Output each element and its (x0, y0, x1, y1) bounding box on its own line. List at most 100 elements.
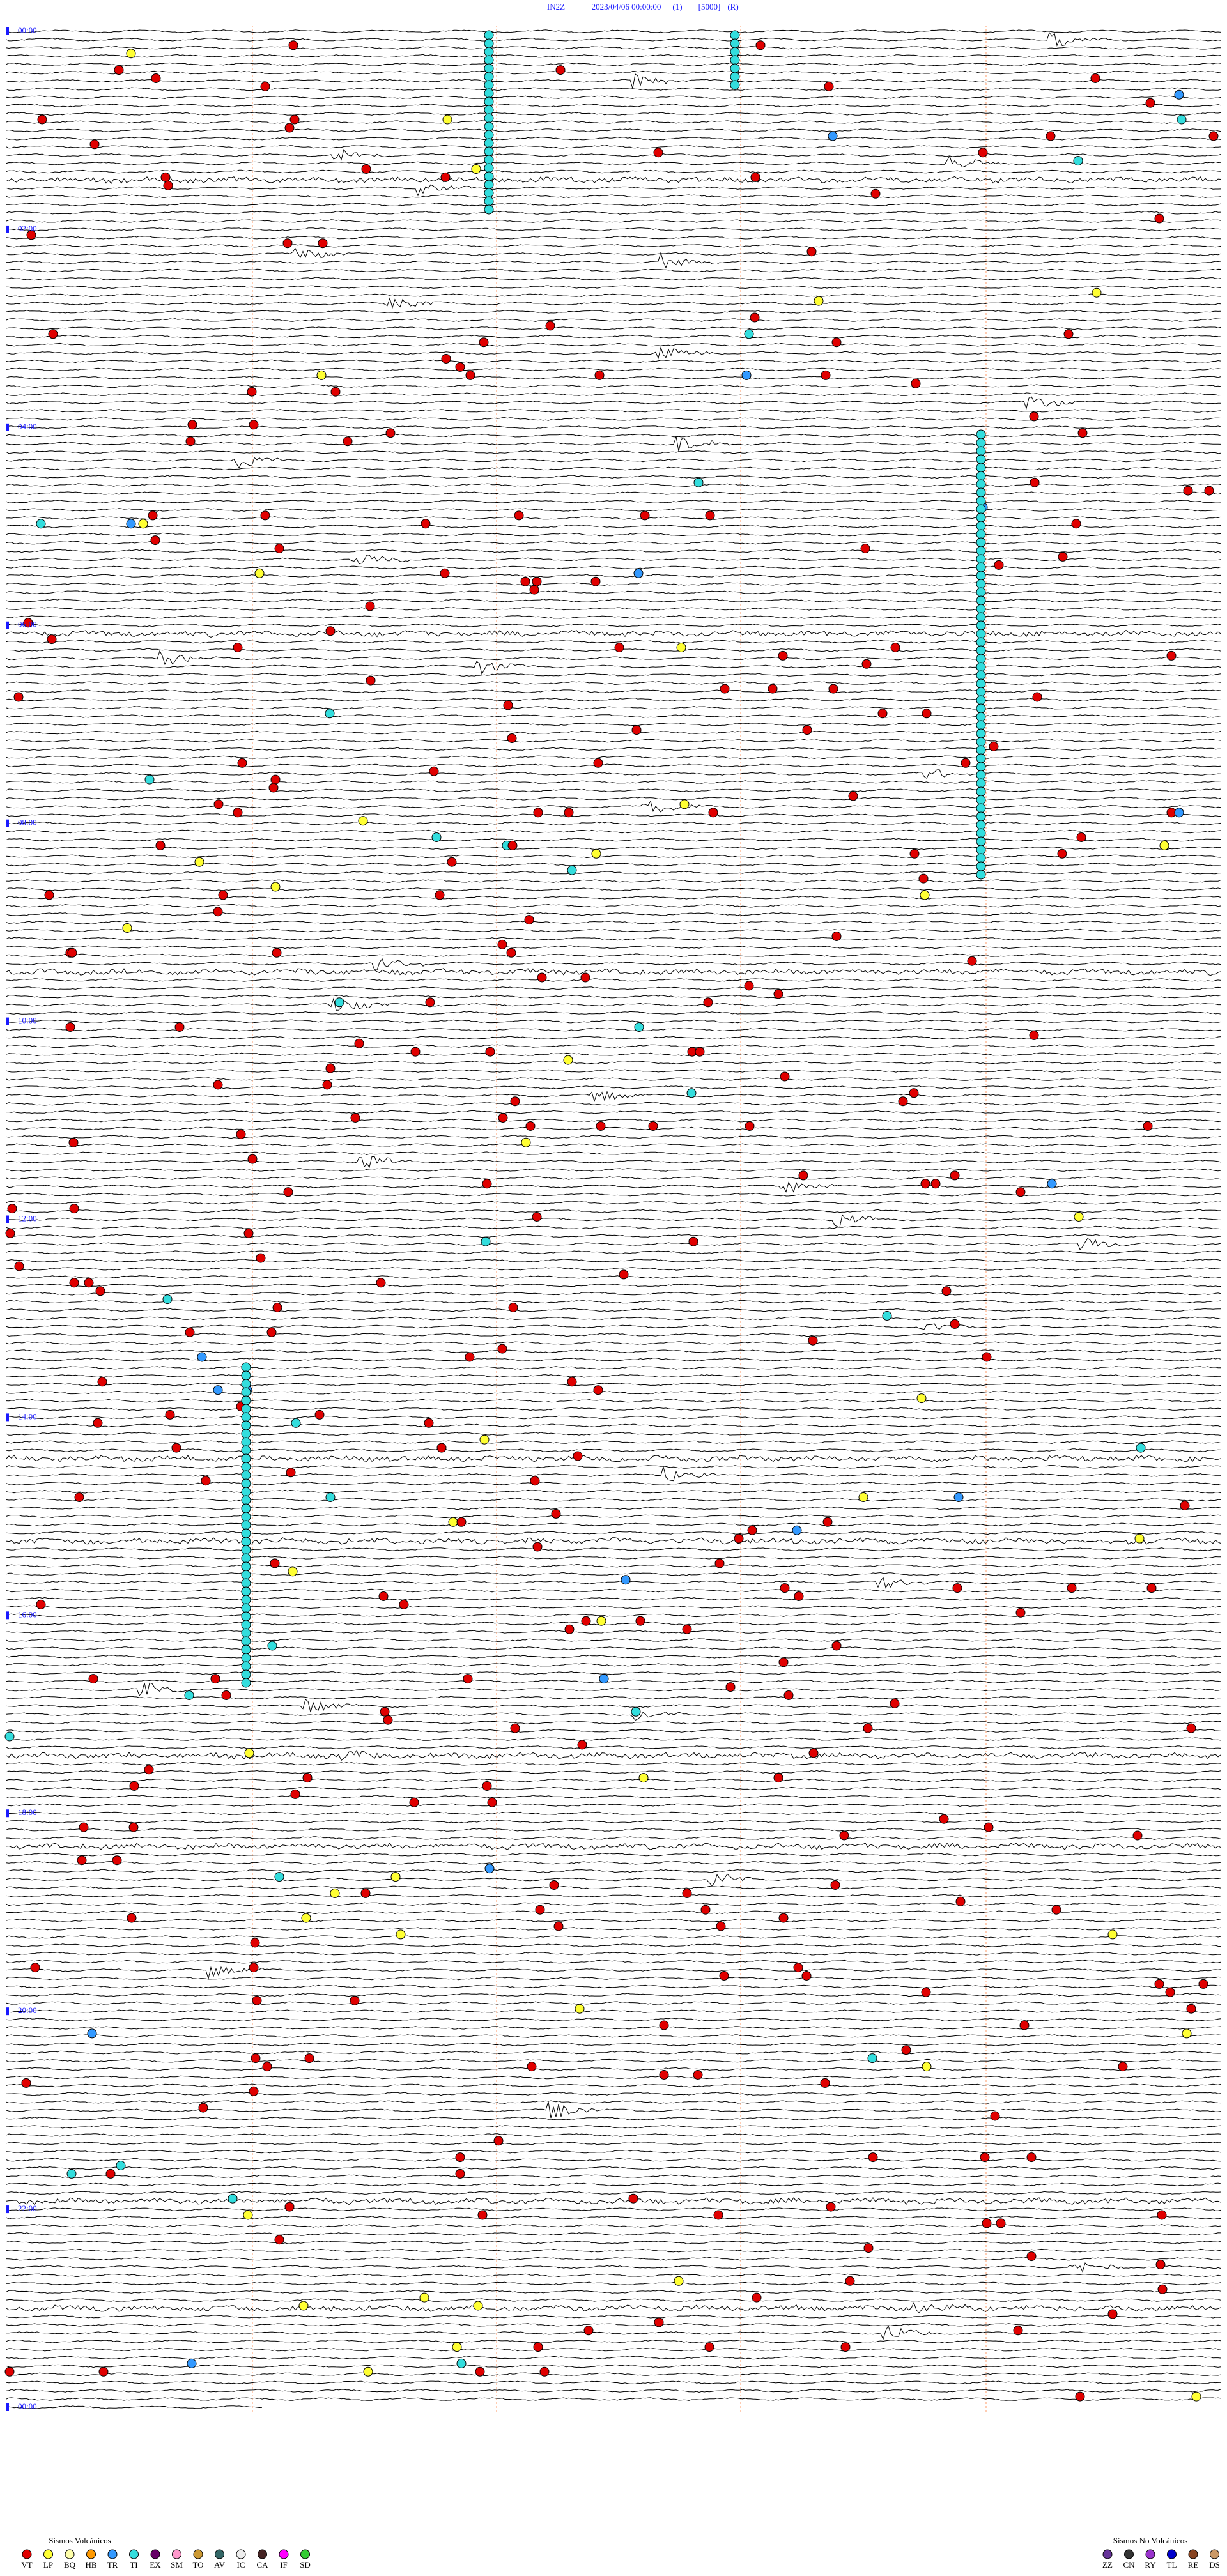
event-marker (976, 595, 986, 606)
trace (6, 1209, 1221, 1213)
event-marker (976, 529, 986, 539)
event-marker (250, 1938, 260, 1948)
event-marker (1013, 2326, 1023, 2336)
event-marker (824, 81, 834, 91)
trace (6, 1984, 1221, 1989)
event-marker (976, 471, 986, 481)
event-marker (1145, 98, 1155, 108)
trace (6, 1423, 1221, 1428)
trace (6, 2257, 1221, 2261)
event-marker (282, 238, 293, 249)
event-marker (350, 1995, 360, 2005)
event-marker (976, 720, 986, 730)
event-marker (243, 1228, 254, 1238)
event-marker (241, 1611, 251, 1621)
event-marker (128, 1822, 139, 1832)
trace (6, 1069, 1221, 1073)
event-marker (260, 510, 270, 521)
trace (6, 293, 1221, 298)
trace (6, 1671, 1221, 1675)
event-marker (778, 650, 788, 661)
trace (6, 2100, 1221, 2104)
event-marker (475, 2366, 485, 2377)
event-marker (325, 1063, 336, 1073)
trace (6, 1407, 1221, 1411)
event-marker (621, 1575, 631, 1585)
time-label: 00:00 (18, 2402, 37, 2411)
event-marker (730, 47, 740, 57)
event-marker (976, 678, 986, 689)
trace (6, 763, 1221, 768)
trace (6, 1225, 1221, 1230)
event-marker (533, 808, 543, 818)
event-marker (1154, 1979, 1164, 1989)
event-marker (456, 2358, 467, 2368)
event-marker (360, 1888, 371, 1898)
trace (6, 747, 1221, 751)
trace (6, 2281, 1221, 2286)
trace (6, 247, 1221, 258)
event-marker (778, 1657, 789, 1667)
trace (6, 1101, 1221, 1106)
event-marker (484, 204, 494, 215)
event-marker (383, 1715, 393, 1725)
legend: Sismos Volcánicos VT LP BQ HB TR TI EX SM TO AV IC C… (21, 2536, 1219, 2570)
event-marker (484, 180, 494, 190)
legend-code: SM (171, 2560, 183, 2570)
trace (6, 813, 1221, 817)
events (4, 30, 1219, 2402)
trace (6, 1341, 1221, 1346)
trace (6, 1919, 1221, 1923)
trace (6, 1506, 1221, 1510)
trace (6, 1349, 1221, 1354)
trace (6, 2347, 1221, 2352)
event-marker (97, 1377, 107, 1387)
trace (6, 211, 1221, 215)
event-marker (213, 799, 224, 809)
event-marker (1074, 1212, 1084, 1222)
trace (6, 661, 1221, 675)
event-marker (599, 1674, 609, 1684)
event-marker (241, 1545, 251, 1555)
event-marker (270, 1558, 280, 1568)
event-marker (976, 670, 986, 680)
event-marker (976, 446, 986, 456)
event-marker (455, 2168, 465, 2179)
event-marker (989, 741, 999, 751)
trace (6, 1959, 1221, 1964)
event-marker (591, 848, 601, 859)
time-label: 22:00 (18, 2204, 37, 2213)
trace (6, 1366, 1221, 1370)
trace (6, 797, 1221, 801)
event-marker (241, 1412, 251, 1422)
event-marker (780, 1071, 790, 1082)
event-marker (514, 510, 524, 521)
event-marker (87, 2028, 97, 2039)
channel: (1) (672, 2, 682, 12)
trace (6, 846, 1221, 850)
event-marker (484, 188, 494, 198)
trace (6, 2273, 1221, 2278)
event-marker (127, 1913, 137, 1923)
event-marker (126, 519, 136, 529)
event-marker (976, 811, 986, 822)
event-marker (976, 662, 986, 672)
event-marker (252, 1995, 262, 2005)
trace (6, 1091, 1221, 1103)
trace (6, 1894, 1221, 1898)
event-marker (350, 1113, 360, 1123)
event-marker (930, 1179, 941, 1189)
legend-code: AV (214, 2560, 226, 2570)
event-marker (635, 1616, 645, 1626)
event-marker (898, 1096, 908, 1107)
trace (6, 2325, 1221, 2340)
event-marker (256, 1253, 266, 1263)
trace (6, 1238, 1221, 1250)
event-marker (286, 1468, 296, 1478)
trace (6, 1679, 1221, 1683)
trace (6, 800, 1221, 813)
event-marker (112, 1855, 122, 1866)
trace (6, 1951, 1221, 1956)
event-marker (596, 1121, 606, 1131)
trace (6, 466, 1221, 471)
